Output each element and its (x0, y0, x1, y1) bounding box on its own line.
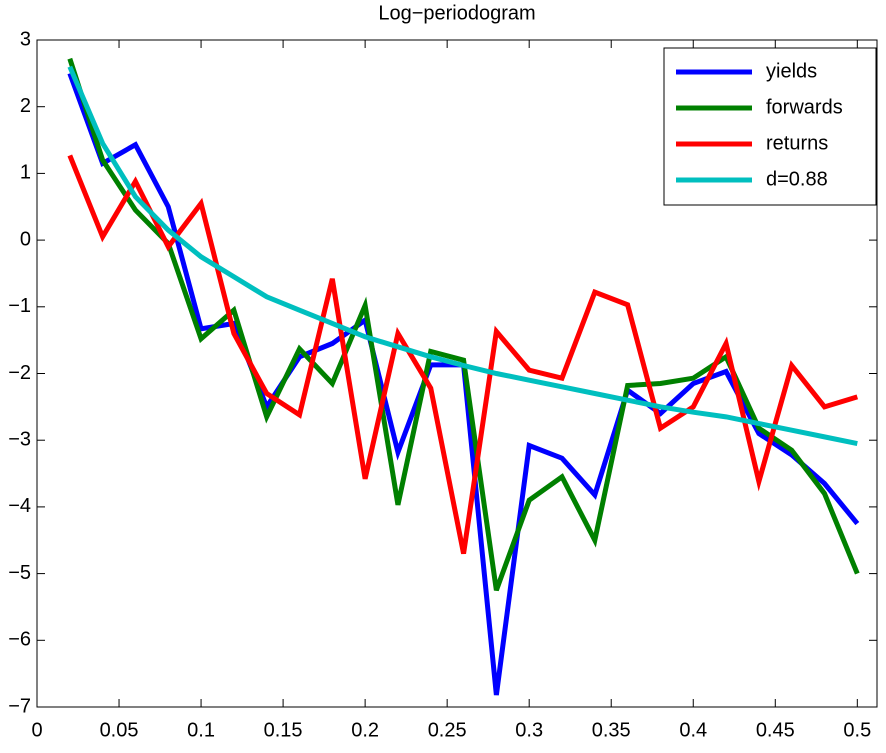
series-line (67, 57, 860, 592)
x-tick-label: 0 (31, 719, 42, 741)
y-tick-label: −2 (8, 362, 31, 384)
x-tick-label: 0.2 (351, 719, 379, 741)
x-tick-label: 0.35 (592, 719, 631, 741)
chart-title: Log−periodogram (378, 2, 535, 24)
y-tick-label: −7 (8, 695, 31, 717)
x-tick-label: 0.1 (187, 719, 215, 741)
legend-label: d=0.88 (766, 168, 828, 190)
x-tick-label: 0.4 (679, 719, 707, 741)
x-tick-label: 0.15 (264, 719, 303, 741)
legend-label: returns (766, 132, 828, 154)
y-tick-label: 3 (20, 28, 31, 50)
y-tick-label: 0 (20, 228, 31, 250)
y-tick-label: −6 (8, 629, 31, 651)
x-tick-label: 0.3 (515, 719, 543, 741)
axes-box (36, 39, 878, 708)
x-tick-label: 0.05 (100, 719, 139, 741)
y-tick-label: −3 (8, 428, 31, 450)
x-tick-label: 0.5 (843, 719, 871, 741)
x-tick-label: 0.45 (756, 719, 795, 741)
y-tick-label: −5 (8, 562, 31, 584)
legend-label: forwards (766, 96, 843, 118)
series-line (67, 65, 858, 446)
x-tick-label: 0.25 (428, 719, 467, 741)
legend-label: yields (766, 60, 817, 82)
y-tick-label: 1 (20, 162, 31, 184)
y-tick-label: −1 (8, 295, 31, 317)
y-tick-label: 2 (20, 95, 31, 117)
series-line (67, 154, 859, 555)
y-tick-label: −4 (8, 495, 31, 517)
